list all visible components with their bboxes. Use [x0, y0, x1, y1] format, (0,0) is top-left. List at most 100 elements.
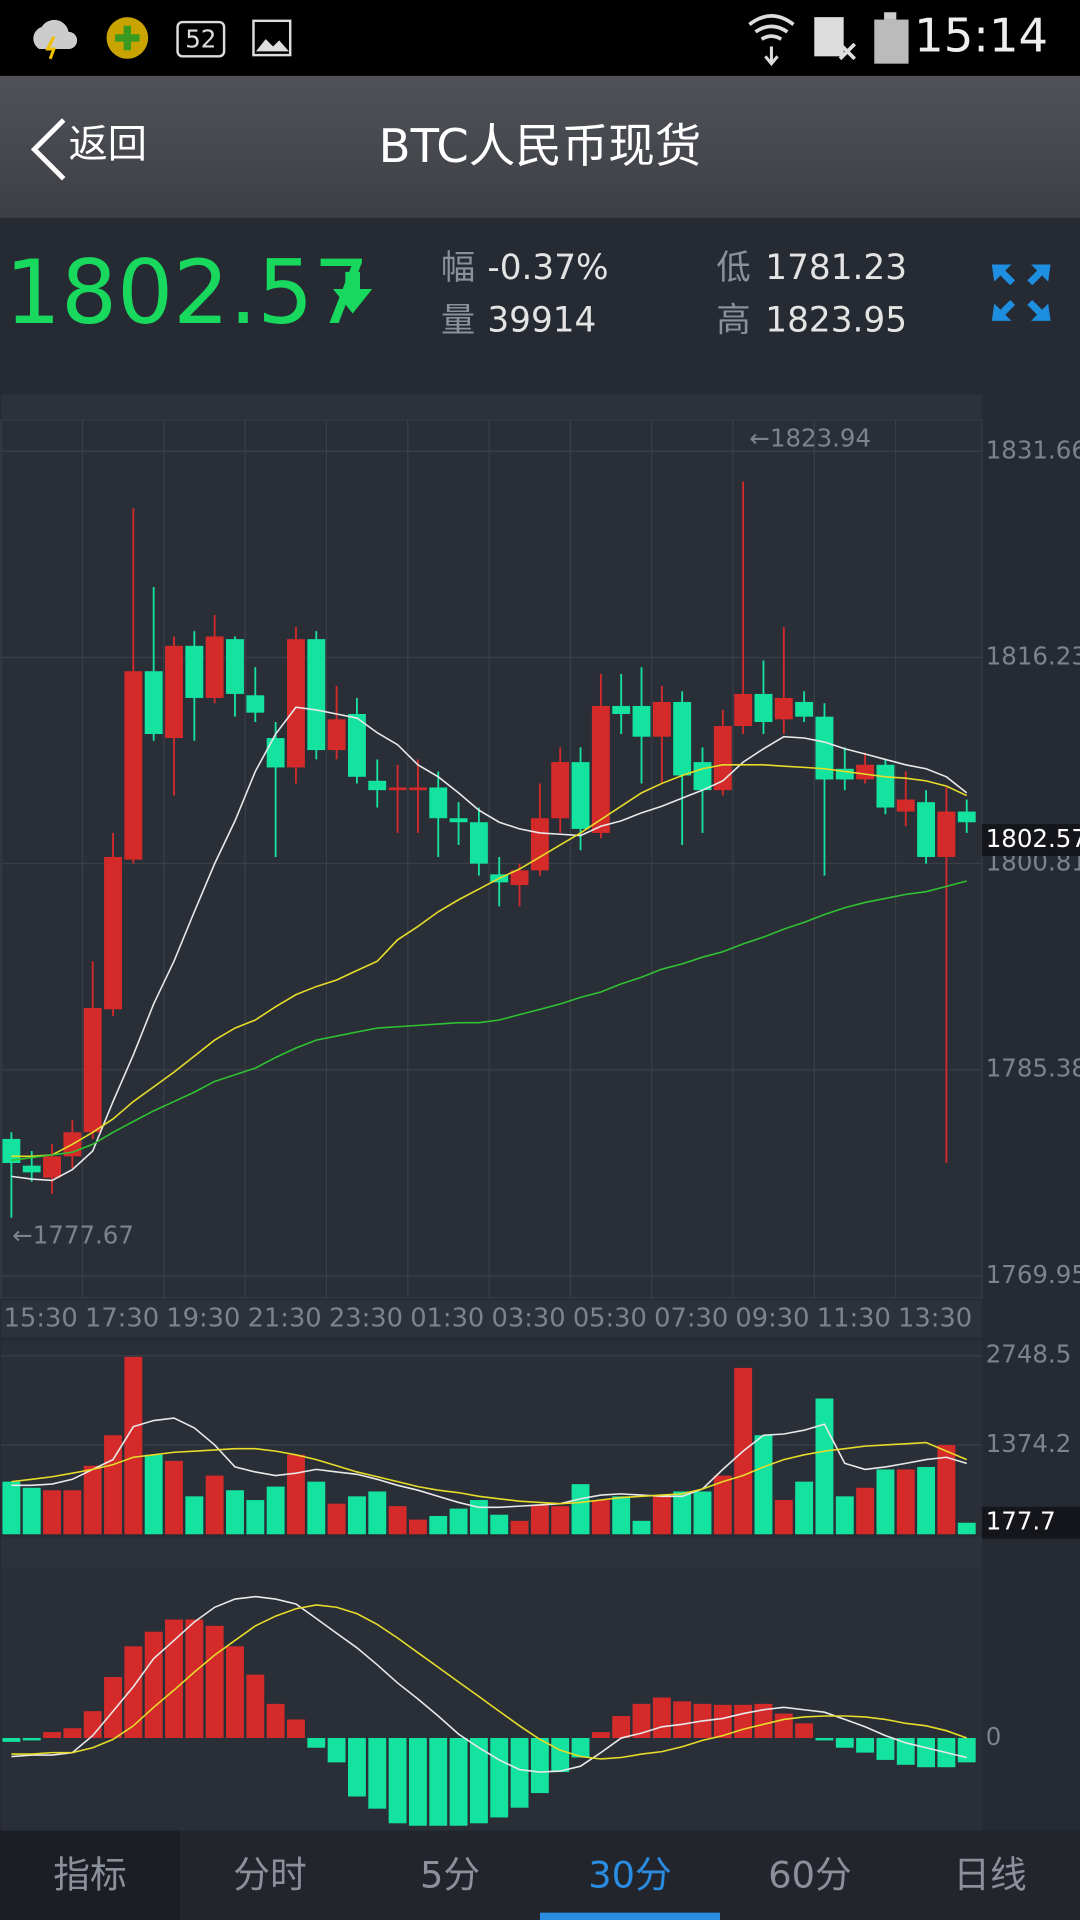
macd-bar	[835, 1737, 854, 1748]
volume-bar	[835, 1496, 854, 1535]
annotation: ←1823.94	[749, 424, 871, 453]
macd-bar	[83, 1711, 102, 1738]
candle-body	[246, 695, 265, 713]
candle-panel	[0, 419, 983, 1299]
candle-body	[165, 645, 183, 739]
macd-bar	[2, 1737, 21, 1742]
candle-body	[266, 738, 285, 768]
candle-body	[327, 719, 346, 751]
marker-label: 177.7	[986, 1507, 1056, 1536]
tab-label[interactable]: 5分	[420, 1854, 480, 1897]
macd-bar	[266, 1703, 285, 1738]
change-value: -0.37%	[487, 248, 608, 288]
tab[interactable]: 60分	[768, 1854, 851, 1897]
marker-box	[982, 824, 1080, 856]
macd-bar	[815, 1737, 834, 1741]
indicator-line	[11, 764, 968, 1158]
volume-bar	[287, 1454, 305, 1535]
volume-label: 量	[441, 301, 475, 341]
tab-label[interactable]: 指标	[53, 1854, 126, 1897]
volume-bar	[815, 1398, 834, 1535]
macd-bar	[795, 1723, 814, 1738]
marker-label: 1802.57	[986, 824, 1080, 853]
down-arrow	[333, 271, 373, 314]
candle-body	[287, 639, 305, 768]
candle-body	[774, 697, 793, 720]
volume-bar	[2, 1481, 21, 1535]
macd-bar	[856, 1737, 875, 1753]
tab[interactable]: 日线	[953, 1854, 1026, 1897]
volume-bar	[185, 1496, 204, 1535]
macd-bar	[510, 1737, 529, 1808]
volume-bar	[876, 1469, 895, 1535]
y-tick-label: 0	[986, 1722, 1002, 1751]
volume-bar	[551, 1506, 570, 1535]
candle-body	[632, 705, 651, 737]
candle-body	[83, 1007, 102, 1133]
tab[interactable]: 5分	[420, 1854, 480, 1897]
candle-body	[144, 671, 163, 735]
macd-bar	[104, 1677, 122, 1738]
candle-body	[43, 1156, 61, 1178]
volume-bar	[937, 1444, 956, 1535]
tab-label[interactable]: 日线	[953, 1854, 1026, 1897]
macd-bar	[551, 1737, 570, 1773]
candle-body	[530, 818, 549, 871]
macd-bar	[144, 1631, 163, 1738]
macd-bar	[226, 1646, 244, 1738]
x-tick-label: 07:30	[654, 1303, 728, 1333]
macd-bar	[490, 1737, 509, 1818]
candle-body	[754, 693, 773, 723]
indicator-line	[11, 1417, 967, 1509]
macd-bar	[307, 1737, 326, 1748]
macd-bar	[612, 1716, 631, 1738]
candle-body	[693, 762, 712, 791]
volume-bar	[408, 1519, 427, 1535]
macd-bar	[754, 1703, 773, 1738]
tab[interactable]: 30分	[540, 1854, 720, 1920]
tab[interactable]: 指标	[53, 1854, 126, 1897]
volume-bar	[713, 1475, 732, 1535]
macd-bar	[63, 1728, 82, 1738]
candle-body	[510, 870, 529, 886]
candle-body	[185, 645, 204, 698]
macd-bar	[591, 1732, 610, 1738]
volume-bar	[368, 1491, 387, 1535]
volume-bar	[124, 1356, 143, 1535]
candle-body	[124, 671, 143, 860]
volume-bar	[957, 1522, 976, 1535]
macd-bar	[246, 1674, 265, 1738]
x-tick-label: 03:30	[492, 1303, 566, 1333]
fullscreen-button[interactable]	[991, 264, 1051, 321]
macd-bar	[347, 1737, 366, 1797]
candle-body	[673, 701, 692, 776]
tab-underline	[540, 1912, 720, 1920]
candle-body	[469, 822, 488, 864]
candle-body	[591, 705, 610, 833]
volume-bar	[856, 1487, 875, 1535]
volume-bar	[144, 1454, 163, 1535]
x-tick-label: 15:30	[4, 1303, 78, 1333]
back-button[interactable]: 返回	[30, 118, 147, 181]
low-value: 1781.23	[765, 248, 907, 288]
tab-label[interactable]: 30分	[588, 1854, 671, 1897]
volume-bar	[266, 1486, 285, 1535]
tab-label[interactable]: 分时	[233, 1854, 306, 1897]
macd-bar	[124, 1646, 143, 1738]
candle-body	[612, 705, 631, 714]
tab[interactable]: 分时	[233, 1854, 306, 1897]
macd-bar	[327, 1737, 346, 1763]
macd-bar	[429, 1737, 448, 1826]
volume-bar	[795, 1481, 814, 1535]
candle-body	[795, 701, 814, 717]
back-label[interactable]: 返回	[69, 122, 147, 167]
volume-bar	[510, 1520, 529, 1535]
time-axis-band	[1, 1300, 983, 1338]
macd-bar	[469, 1737, 488, 1824]
tab-label[interactable]: 60分	[768, 1854, 851, 1897]
macd-bar	[408, 1737, 427, 1826]
volume-bar	[83, 1465, 102, 1535]
volume-bar	[591, 1500, 610, 1535]
quote-panel	[0, 217, 1080, 392]
volume-bar	[388, 1506, 407, 1535]
